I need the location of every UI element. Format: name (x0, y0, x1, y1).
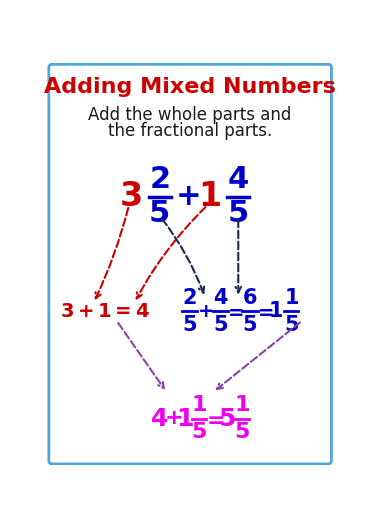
Text: $\mathbf{1}$: $\mathbf{1}$ (234, 395, 250, 415)
Text: $\mathbf{5}$: $\mathbf{5}$ (191, 423, 207, 442)
Text: $\mathbf{=}$: $\mathbf{=}$ (254, 302, 274, 321)
Text: $\mathbf{5}$: $\mathbf{5}$ (284, 315, 299, 335)
Text: $\mathbf{+}$: $\mathbf{+}$ (164, 408, 182, 428)
Text: the fractional parts.: the fractional parts. (108, 121, 272, 140)
Text: $\mathbf{=}$: $\mathbf{=}$ (201, 408, 224, 428)
FancyBboxPatch shape (49, 64, 331, 464)
Text: $\mathbf{1}$: $\mathbf{1}$ (198, 180, 220, 213)
Text: $\mathbf{1}$: $\mathbf{1}$ (176, 406, 194, 430)
Text: Adding Mixed Numbers: Adding Mixed Numbers (44, 77, 336, 97)
Text: $\mathbf{2}$: $\mathbf{2}$ (149, 165, 169, 195)
Text: $\mathbf{4}$: $\mathbf{4}$ (227, 165, 249, 195)
Text: $\mathbf{5}$: $\mathbf{5}$ (213, 315, 228, 335)
Text: $\mathbf{1}$: $\mathbf{1}$ (269, 301, 283, 322)
Text: $\mathbf{4}$: $\mathbf{4}$ (213, 288, 228, 308)
Text: $\mathbf{+}$: $\mathbf{+}$ (175, 182, 200, 211)
Text: $\mathbf{5}$: $\mathbf{5}$ (234, 423, 250, 442)
Text: $\mathbf{6}$: $\mathbf{6}$ (242, 288, 257, 308)
Text: $\mathbf{+}$: $\mathbf{+}$ (197, 302, 213, 321)
FancyBboxPatch shape (50, 135, 330, 467)
Text: $\mathbf{3}$: $\mathbf{3}$ (119, 180, 142, 213)
Text: $\mathbf{5}$: $\mathbf{5}$ (182, 315, 197, 335)
Text: $\mathbf{=}$: $\mathbf{=}$ (224, 302, 244, 321)
Text: $\mathbf{5}$: $\mathbf{5}$ (218, 406, 236, 430)
Text: $\mathbf{1}$: $\mathbf{1}$ (191, 395, 207, 415)
Text: $\mathbf{2}$: $\mathbf{2}$ (183, 288, 197, 308)
Text: $\mathbf{5}$: $\mathbf{5}$ (242, 315, 257, 335)
Text: $\mathbf{4}$: $\mathbf{4}$ (150, 406, 168, 430)
Text: $\mathbf{1}$: $\mathbf{1}$ (284, 288, 299, 308)
Text: $\mathbf{3+1=4}$: $\mathbf{3+1=4}$ (60, 302, 150, 321)
Text: Add the whole parts and: Add the whole parts and (88, 106, 292, 124)
Text: $\mathbf{5}$: $\mathbf{5}$ (227, 199, 248, 228)
Text: $\mathbf{5}$: $\mathbf{5}$ (148, 199, 170, 228)
